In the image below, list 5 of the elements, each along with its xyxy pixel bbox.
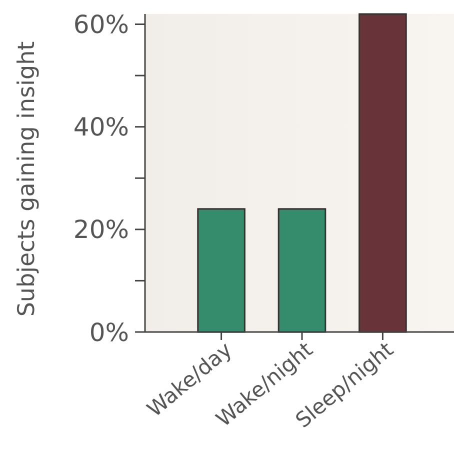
y-tick-label: 60% [73, 10, 129, 40]
y-tick-label: 20% [73, 215, 129, 244]
y-axis-title: Subjects gaining insight [14, 41, 40, 317]
y-tick-label: 40% [73, 112, 129, 142]
y-tick-label: 0% [89, 318, 129, 347]
